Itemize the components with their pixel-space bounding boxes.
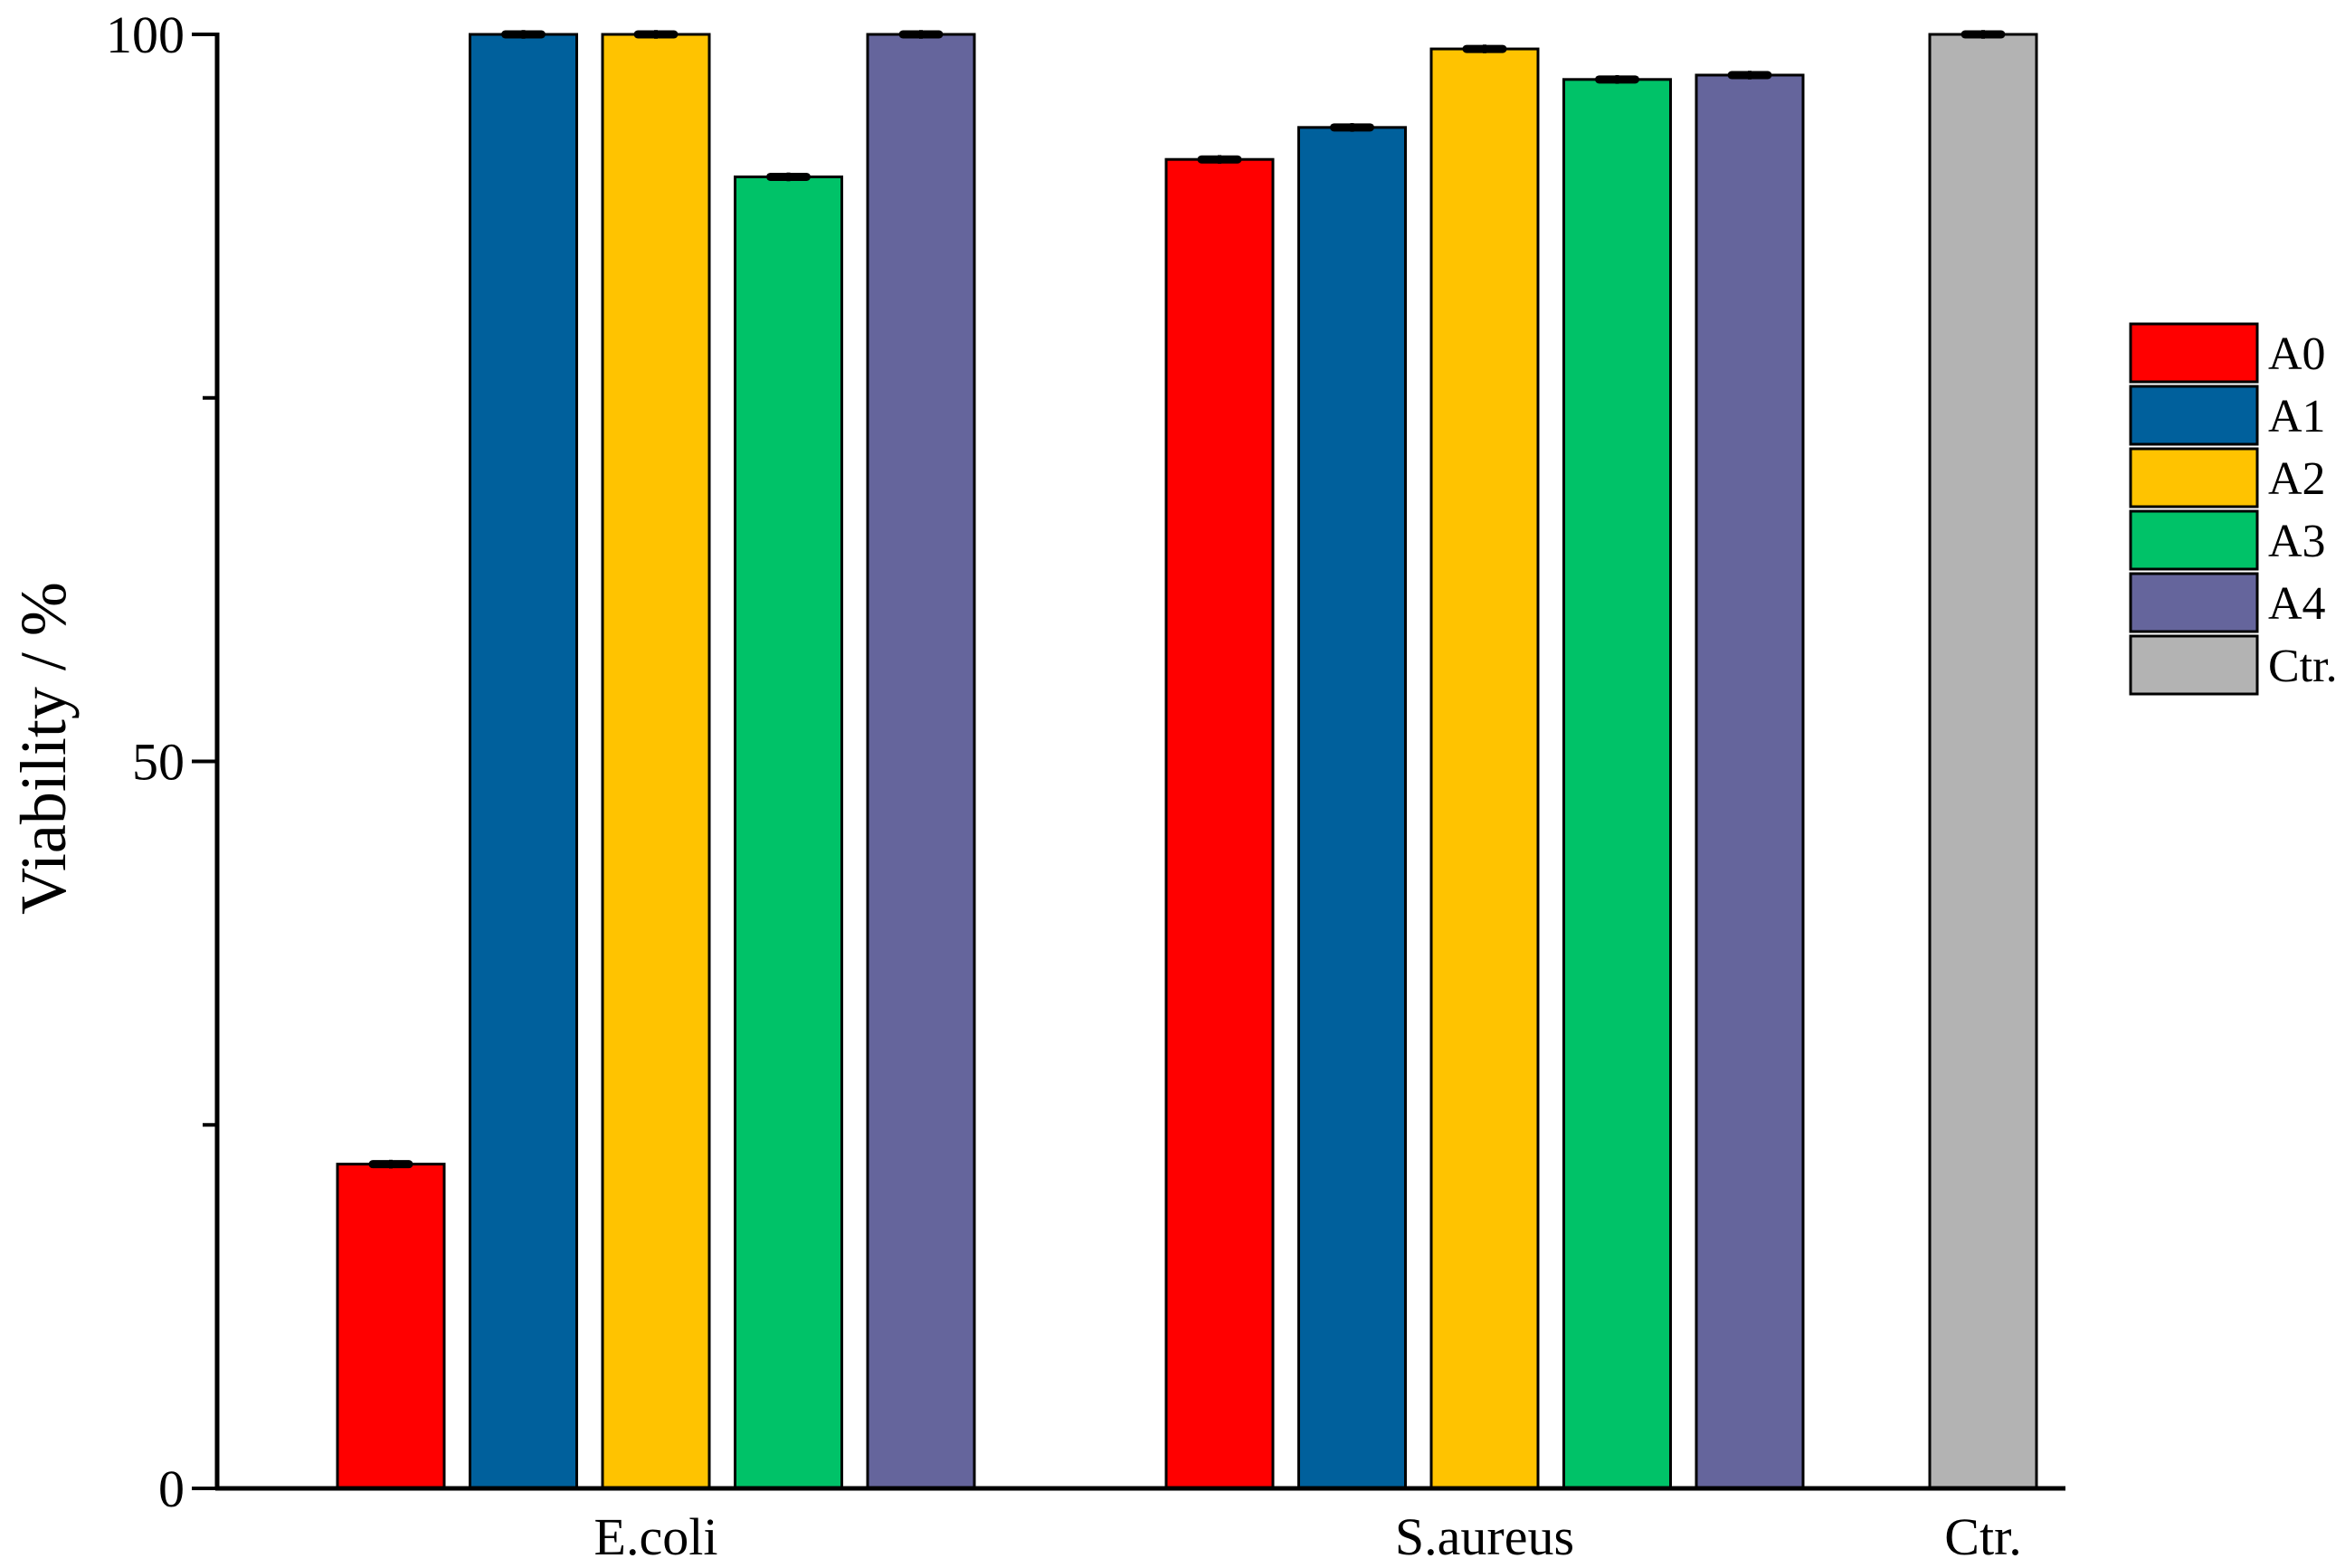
bar-ecoli-a3 [734,175,843,1490]
bars-layer [336,33,2038,1490]
bar-saureus-a4 [1695,73,1805,1490]
y-tick-label-0: 0 [158,1459,185,1518]
legend-item-ctr: Ctr. [2129,634,2338,696]
legend-label-ctr: Ctr. [2268,641,2338,692]
bar-ecoli-a2 [601,33,711,1490]
bar-ctr-ctr [1928,33,2038,1490]
error-bar-ecoli-a2 [633,30,679,39]
bar-ecoli-a1 [469,33,578,1490]
legend-swatch-ctr [2129,634,2259,696]
error-bar-ecoli-a3 [766,172,811,182]
error-bar-saureus-a0 [1197,155,1242,165]
legend-swatch-a3 [2129,509,2259,571]
legend-item-a0: A0 [2129,322,2326,384]
y-tick-label-50: 50 [132,733,185,792]
legend-label-a1: A1 [2268,391,2326,442]
legend-swatch-a1 [2129,385,2259,446]
error-bar-ctr-ctr [1960,30,2006,39]
legend-label-a2: A2 [2268,453,2326,505]
bar-ecoli-a0 [336,1163,446,1490]
error-bar-saureus-a4 [1727,71,1772,80]
error-bar-ecoli-a0 [368,1159,413,1169]
legend-item-a1: A1 [2129,385,2326,446]
error-bar-saureus-a1 [1330,123,1374,132]
y-ticks-layer: 0 50 100 [106,5,217,1518]
legend-label-a3: A3 [2268,516,2326,567]
legend: A0 A1 A2 A3 A4 Ctr. [2129,322,2338,696]
legend-label-a4: A4 [2268,578,2326,630]
error-bar-ecoli-a4 [898,30,944,39]
x-tick-label-saureus: S.aureus [1395,1507,1574,1566]
x-tick-label-ctr: Ctr. [1944,1507,2021,1566]
legend-label-a0: A0 [2268,328,2326,380]
bar-saureus-a2 [1429,47,1540,1490]
x-category-labels: E.coli S.aureus Ctr. [594,1507,2022,1566]
legend-swatch-a0 [2129,322,2259,384]
error-bars-layer [368,30,2006,1169]
error-bar-ecoli-a1 [501,30,546,39]
legend-item-a3: A3 [2129,509,2326,571]
y-tick-label-100: 100 [106,5,185,64]
legend-item-a2: A2 [2129,447,2326,508]
bar-ecoli-a4 [866,33,976,1490]
bar-saureus-a1 [1297,126,1407,1490]
y-axis-label: Viability / % [7,582,80,915]
legend-swatch-a2 [2129,447,2259,508]
legend-swatch-a4 [2129,572,2259,633]
x-tick-label-ecoli: E.coli [594,1507,718,1566]
bar-saureus-a0 [1164,157,1275,1490]
legend-item-a4: A4 [2129,572,2326,633]
error-bar-saureus-a3 [1595,74,1639,84]
bar-saureus-a3 [1562,78,1672,1490]
error-bar-saureus-a2 [1462,44,1507,53]
